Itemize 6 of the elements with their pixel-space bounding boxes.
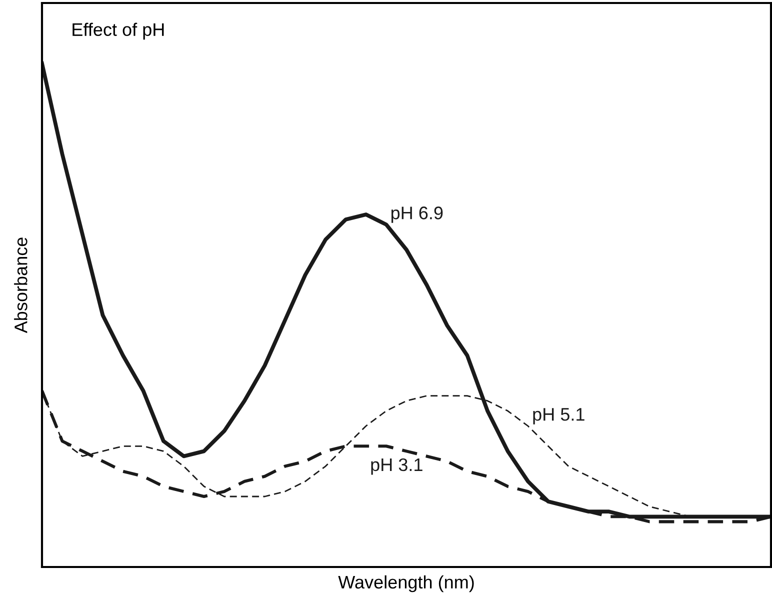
series-label: pH 5.1 [533,408,584,424]
text: Effect of pH [72,22,164,40]
x-axis-title: Wavelength (nm) [338,575,474,592]
y-axis-title: Absorbance [14,238,28,334]
series-label: pH 3.1 [371,458,422,475]
series-label: pH 6.9 [391,206,443,223]
